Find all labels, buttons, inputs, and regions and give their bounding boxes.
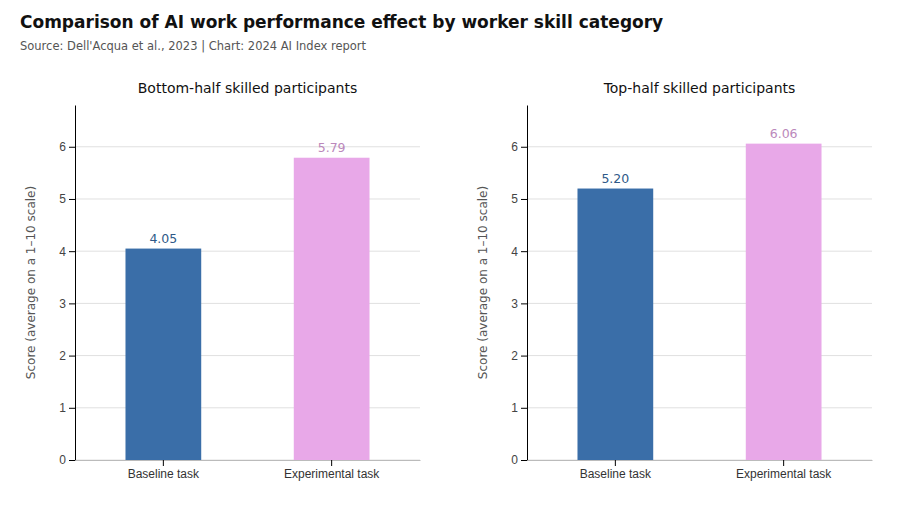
y-tick: 3 (59, 297, 75, 311)
y-tick-label: 6 (59, 140, 66, 154)
data-label: 5.20 (601, 171, 629, 186)
y-axis-line (527, 106, 528, 461)
y-tick-label: 2 (511, 349, 518, 363)
data-label: 6.06 (770, 126, 798, 141)
y-tick-mark (521, 303, 527, 304)
bar (294, 158, 370, 460)
y-tick-mark (69, 303, 75, 304)
y-tick: 4 (511, 245, 527, 259)
subtitle: Source: Dell'Acqua et al., 2023 | Chart:… (20, 39, 367, 53)
x-tick: Baseline task (128, 460, 200, 481)
x-tick-mark (615, 460, 616, 466)
y-tick-mark (521, 199, 527, 200)
y-tick-mark (521, 356, 527, 357)
y-tick-label: 0 (59, 453, 66, 467)
panel: Top-half skilled participants 5.20 6.06 0 1 2… (476, 80, 873, 481)
x-axis: Baseline task Experimental task (76, 460, 421, 481)
y-label: Score (average on a 1–10 scale) (476, 186, 490, 379)
x-axis: Baseline task Experimental task (528, 460, 873, 481)
y-tick: 0 (511, 453, 527, 467)
grid-line (75, 146, 420, 147)
x-tick-mark (331, 460, 332, 466)
y-tick-label: 5 (59, 192, 66, 206)
y-label: Score (average on a 1–10 scale) (24, 186, 38, 379)
y-tick-label: 3 (511, 297, 518, 311)
y-tick-mark (69, 408, 75, 409)
panel: Bottom-half skilled participants 4.05 5.79… (24, 80, 421, 481)
x-tick-label: Baseline task (580, 467, 652, 481)
y-tick-label: 2 (59, 349, 66, 363)
y-tick: 6 (59, 140, 75, 154)
subplot-title: Top-half skilled participants (603, 80, 796, 96)
y-tick-label: 5 (511, 192, 518, 206)
data-labels: 5.20 6.06 (601, 126, 797, 186)
x-tick-label: Experimental task (736, 467, 832, 481)
y-tick-mark (69, 199, 75, 200)
y-axis: 0 1 2 3 4 5 6 (511, 106, 527, 468)
y-tick-mark (521, 460, 527, 461)
y-tick: 5 (59, 192, 75, 206)
y-tick: 1 (59, 401, 75, 415)
y-tick-mark (521, 147, 527, 148)
y-tick-label: 1 (511, 401, 518, 415)
x-tick: Experimental task (736, 460, 832, 481)
data-label: 5.79 (318, 140, 346, 155)
data-label: 4.05 (149, 231, 177, 246)
y-tick: 1 (511, 401, 527, 415)
y-tick: 4 (59, 245, 75, 259)
x-tick-mark (783, 460, 784, 466)
y-tick: 6 (511, 140, 527, 154)
chart: Comparison of AI work performance effect… (0, 0, 902, 513)
y-tick-mark (521, 251, 527, 252)
x-tick-label: Experimental task (284, 467, 380, 481)
y-tick-mark (69, 147, 75, 148)
y-tick: 5 (511, 192, 527, 206)
bars (577, 144, 821, 460)
y-axis-line (75, 106, 76, 461)
bar (125, 249, 201, 460)
y-tick: 0 (59, 453, 75, 467)
y-axis: 0 1 2 3 4 5 6 (59, 106, 75, 468)
y-tick-label: 4 (511, 245, 518, 259)
bar (746, 144, 822, 460)
y-tick: 2 (511, 349, 527, 363)
data-labels: 4.05 5.79 (149, 140, 345, 246)
x-tick: Baseline task (580, 460, 652, 481)
y-tick: 2 (59, 349, 75, 363)
y-tick-mark (521, 408, 527, 409)
y-tick-mark (69, 251, 75, 252)
x-tick-label: Baseline task (128, 467, 200, 481)
y-tick-label: 4 (59, 245, 66, 259)
bars (125, 158, 369, 460)
x-tick: Experimental task (284, 460, 380, 481)
y-tick-label: 6 (511, 140, 518, 154)
y-tick-label: 0 (511, 453, 518, 467)
y-tick-label: 3 (59, 297, 66, 311)
y-tick-mark (69, 460, 75, 461)
y-tick-mark (69, 356, 75, 357)
y-tick-label: 1 (59, 401, 66, 415)
subplot-title: Bottom-half skilled participants (138, 80, 357, 96)
x-tick-mark (163, 460, 164, 466)
grid (75, 147, 420, 460)
x-axis-line (76, 460, 421, 461)
y-tick: 3 (511, 297, 527, 311)
bar (577, 189, 653, 460)
x-axis-line (528, 460, 873, 461)
title: Comparison of AI work performance effect… (20, 12, 663, 32)
